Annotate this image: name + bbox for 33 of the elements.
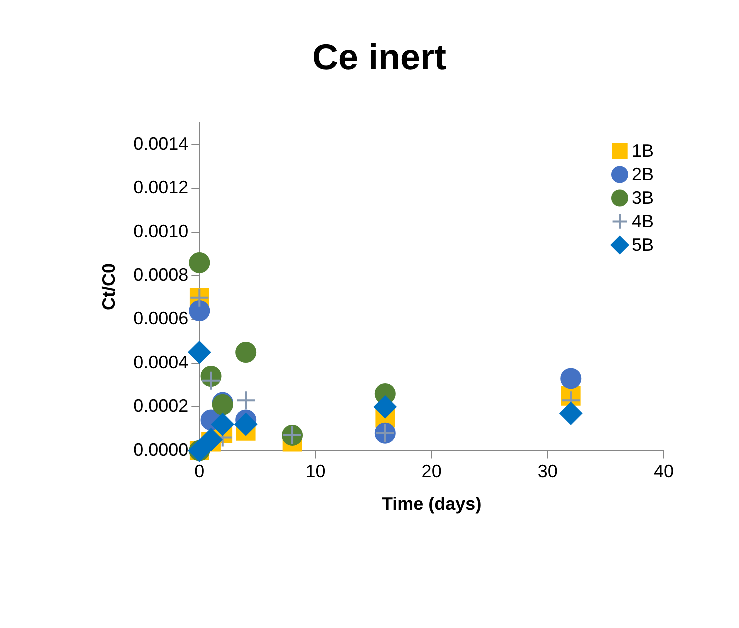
y-tick-label: 0.0014 bbox=[134, 134, 189, 154]
point bbox=[560, 368, 582, 390]
legend-label: 1B bbox=[632, 141, 654, 162]
x-tick-label: 0 bbox=[194, 462, 205, 482]
point bbox=[234, 413, 258, 436]
point bbox=[236, 390, 256, 411]
legend-label: 3B bbox=[632, 188, 654, 208]
x-tick-label: 30 bbox=[538, 462, 558, 482]
point bbox=[189, 300, 210, 322]
y-tick-label: 0.0004 bbox=[134, 352, 189, 372]
point bbox=[236, 342, 257, 364]
legend-label: 4B bbox=[632, 212, 654, 232]
x-tick-label: 20 bbox=[422, 462, 442, 482]
legend-label: 5B bbox=[632, 235, 654, 256]
point bbox=[201, 370, 222, 391]
y-tick-label: 0.0008 bbox=[134, 265, 189, 286]
legend-label: 2B bbox=[632, 164, 654, 185]
chart-title: Ce inert bbox=[312, 36, 447, 78]
y-axis-title: Ct/C0 bbox=[98, 263, 119, 311]
x-tick-label: 10 bbox=[306, 462, 326, 482]
point bbox=[188, 341, 212, 364]
y-tick-label: 0.0006 bbox=[134, 308, 189, 329]
y-tick-label: 0.0002 bbox=[134, 396, 189, 416]
point bbox=[560, 402, 583, 426]
y-tick-label: 0.0012 bbox=[134, 178, 189, 198]
x-axis-title: Time (days) bbox=[382, 494, 482, 514]
point bbox=[189, 252, 210, 274]
y-tick-label: 0.0010 bbox=[134, 221, 189, 242]
point bbox=[211, 413, 234, 436]
x-tick-label: 40 bbox=[654, 462, 674, 482]
point bbox=[200, 428, 223, 452]
y-tick-label: 0.0000 bbox=[134, 440, 189, 460]
point bbox=[374, 396, 397, 419]
